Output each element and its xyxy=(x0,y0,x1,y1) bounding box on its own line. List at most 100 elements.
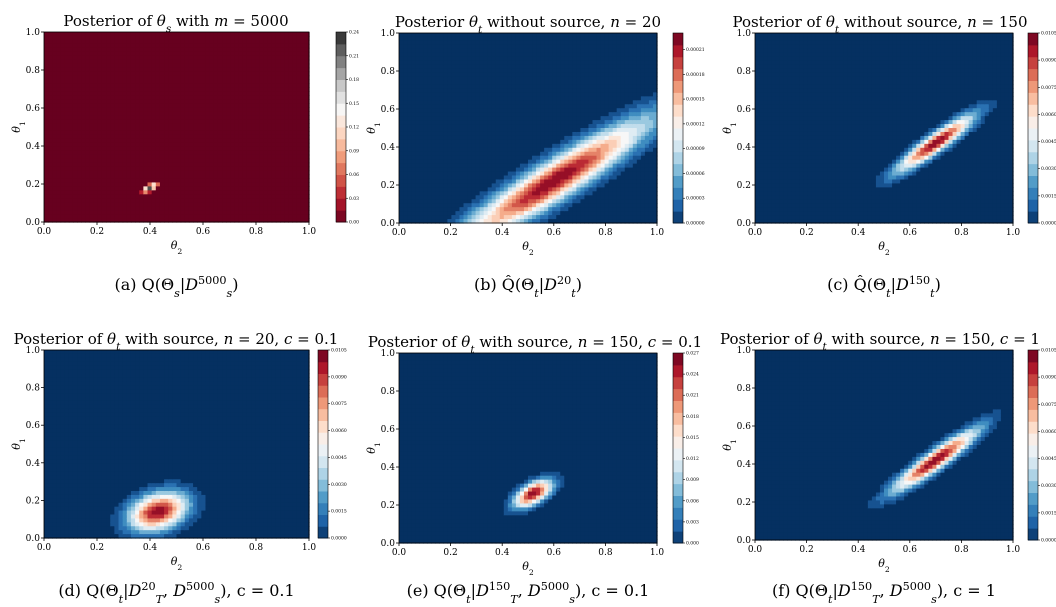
heatmap-cell xyxy=(77,68,82,73)
heatmap-cell xyxy=(403,179,408,184)
heatmap-cell xyxy=(193,87,198,92)
heatmap-cell xyxy=(407,41,412,46)
heatmap-cell xyxy=(301,80,306,85)
heatmap-cell xyxy=(255,99,260,104)
heatmap-cell xyxy=(447,152,452,157)
heatmap-cell xyxy=(263,139,268,144)
heatmap-cell xyxy=(297,202,302,207)
heatmap-cell xyxy=(468,100,473,105)
heatmap-cell xyxy=(255,155,260,160)
heatmap-cell xyxy=(94,123,99,128)
heatmap-cell xyxy=(218,147,223,152)
heatmap-cell xyxy=(214,111,219,116)
heatmap-cell xyxy=(164,155,169,160)
heatmap-cell xyxy=(127,178,132,183)
heatmap-cell xyxy=(172,83,177,88)
heatmap-cell xyxy=(268,52,273,57)
heatmap-cell xyxy=(455,164,460,169)
heatmap-cell xyxy=(226,107,231,112)
heatmap-cell xyxy=(524,53,529,58)
heatmap-cell xyxy=(48,206,53,211)
heatmap-cell xyxy=(52,60,57,65)
heatmap-cell xyxy=(152,139,157,144)
heatmap-cell xyxy=(459,128,464,133)
heatmap-cell xyxy=(226,206,231,211)
heatmap-cell xyxy=(139,103,144,108)
heatmap-cell xyxy=(127,155,132,160)
heatmap-cell xyxy=(284,190,289,195)
heatmap-cell xyxy=(508,120,513,125)
heatmap-cell xyxy=(181,68,186,73)
heatmap-cell xyxy=(94,139,99,144)
heatmap-cell xyxy=(102,91,107,96)
heatmap-cell xyxy=(148,115,153,120)
heatmap-cell xyxy=(114,175,119,180)
heatmap-cell xyxy=(439,92,444,97)
heatmap-cell xyxy=(247,202,252,207)
heatmap-cell xyxy=(185,83,190,88)
heatmap-cell xyxy=(411,128,416,133)
heatmap-cell xyxy=(226,135,231,140)
heatmap-cell xyxy=(110,194,115,199)
heatmap-cell xyxy=(292,36,297,41)
heatmap-cell xyxy=(268,198,273,203)
heatmap-cell xyxy=(226,178,231,183)
heatmap-cell xyxy=(56,198,61,203)
heatmap-cell xyxy=(284,68,289,73)
heatmap-cell xyxy=(292,147,297,152)
heatmap-cell xyxy=(214,76,219,81)
heatmap-cell xyxy=(443,136,448,141)
heatmap-cell xyxy=(403,172,408,177)
heatmap-cell xyxy=(288,95,293,100)
heatmap-cell xyxy=(61,32,66,37)
heatmap-cell xyxy=(455,191,460,196)
heatmap-cell xyxy=(504,116,509,121)
heatmap-cell xyxy=(48,186,53,191)
heatmap-cell xyxy=(94,103,99,108)
heatmap-cell xyxy=(131,76,136,81)
heatmap-cell xyxy=(127,175,132,180)
heatmap-cell xyxy=(492,88,497,93)
heatmap-cell xyxy=(218,190,223,195)
heatmap-cell xyxy=(197,68,202,73)
heatmap-cell xyxy=(276,91,281,96)
heatmap-cell xyxy=(492,61,497,66)
heatmap-cell xyxy=(65,95,70,100)
heatmap-cell xyxy=(189,44,194,49)
heatmap-cell xyxy=(181,135,186,140)
heatmap-cell xyxy=(69,159,74,164)
heatmap-cell xyxy=(247,83,252,88)
heatmap-cell xyxy=(156,131,161,136)
heatmap-cell xyxy=(160,40,165,45)
heatmap-cell xyxy=(284,99,289,104)
heatmap-cell xyxy=(492,120,497,125)
heatmap-cell xyxy=(44,80,49,85)
heatmap-cell xyxy=(98,107,103,112)
heatmap-cell xyxy=(496,195,501,200)
heatmap-cell xyxy=(520,100,525,105)
heatmap-cell xyxy=(403,41,408,46)
heatmap-cell xyxy=(73,64,78,69)
heatmap-cell xyxy=(472,176,477,181)
heatmap-cell xyxy=(431,88,436,93)
heatmap-cell xyxy=(160,103,165,108)
heatmap-cell xyxy=(540,176,545,181)
heatmap-cell xyxy=(139,178,144,183)
heatmap-cell xyxy=(152,182,157,187)
heatmap-cell xyxy=(272,119,277,124)
heatmap-cell xyxy=(468,199,473,204)
heatmap-cell xyxy=(544,172,549,177)
heatmap-cell xyxy=(528,179,533,184)
heatmap-cell xyxy=(247,95,252,100)
heatmap-cell xyxy=(251,91,256,96)
heatmap-cell xyxy=(143,198,148,203)
heatmap-cell xyxy=(148,131,153,136)
heatmap-cell xyxy=(77,123,82,128)
heatmap-cell xyxy=(218,159,223,164)
heatmap-cell xyxy=(152,127,157,132)
heatmap-cell xyxy=(439,199,444,204)
heatmap-cell xyxy=(423,140,428,145)
heatmap-cell xyxy=(139,151,144,156)
heatmap-cell xyxy=(280,131,285,136)
heatmap-cell xyxy=(139,159,144,164)
